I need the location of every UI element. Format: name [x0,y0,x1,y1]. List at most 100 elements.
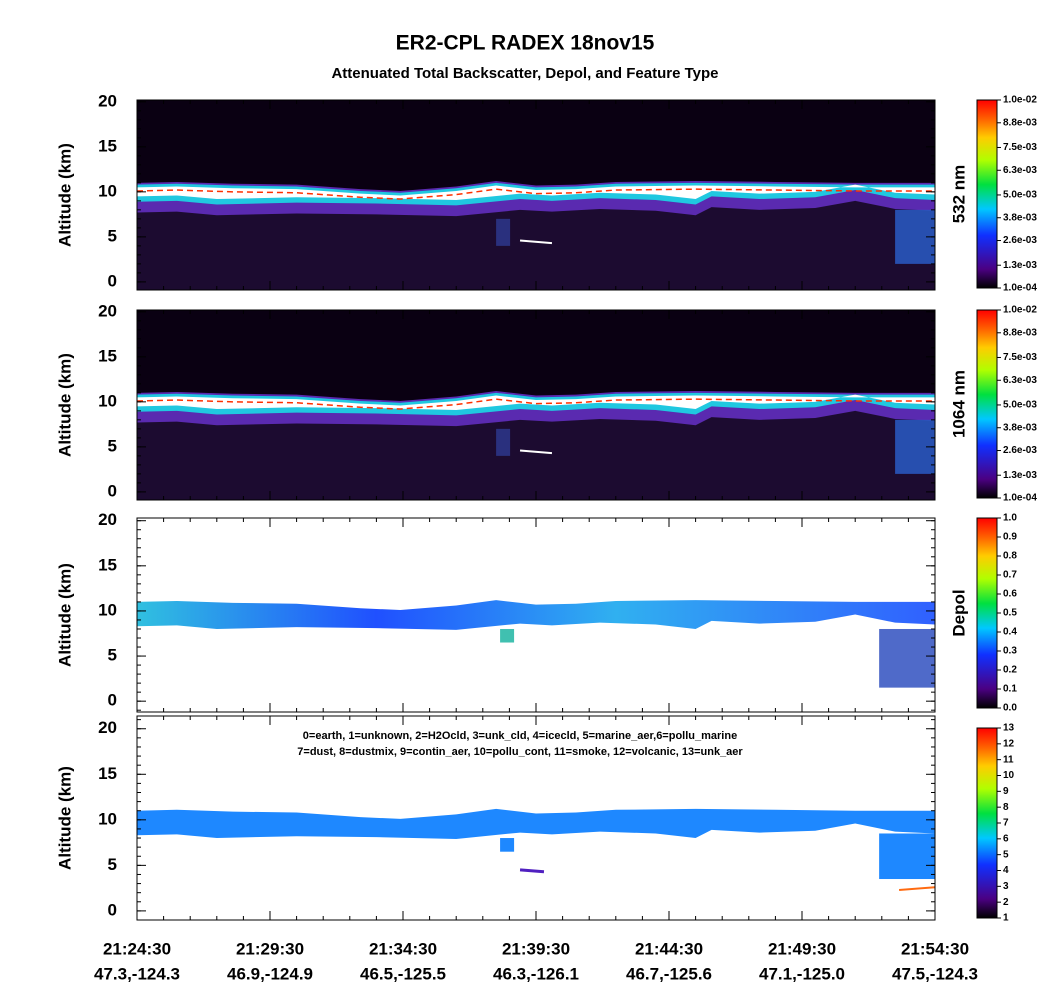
y-tick-label: 10 [98,181,117,200]
colorbar-tick-label: 0.7 [1003,570,1017,581]
x-tick-position: 46.9,-124.9 [227,964,313,983]
panel: 0 5 10 15 20 Altitude (km) 1.0e-04 1.3e-03 2.6e-… [55,301,1037,503]
aerosol [496,218,511,246]
y-tick-label: 20 [98,301,117,320]
colorbar-tick-label: 0.3 [1003,646,1017,657]
y-tick-label: 5 [108,226,117,245]
depol-layer [137,600,935,630]
y-tick-label: 20 [98,510,117,529]
y-tick-label: 0 [108,481,117,500]
colorbar-tick-label: 1.0e-04 [1003,283,1037,294]
aerosol-line [519,868,545,874]
title: ER2-CPL RADEX 18nov15 [396,32,655,55]
colorbar-tick-label: 0.9 [1003,532,1017,543]
y-axis-label: Altitude (km) [55,563,74,667]
y-tick-label: 15 [98,136,117,155]
colorbar-tick-label: 2.6e-03 [1003,235,1037,246]
depol-low [879,628,935,688]
y-tick-label: 5 [108,646,117,665]
colorbar-label: 532 nm [949,165,968,224]
cloud-red [136,398,935,410]
colorbar-tick-label: 3.8e-03 [1003,212,1037,223]
colorbar-tick-label: 5.0e-03 [1003,190,1037,201]
y-axis-label: Altitude (km) [55,143,74,247]
noise-layer [137,200,935,290]
colorbar-tick-label: 5 [1003,849,1009,860]
colorbar-tick-label: 8.8e-03 [1003,327,1037,338]
x-tick-position: 46.5,-125.5 [360,964,446,983]
y-tick-label: 0 [108,271,117,290]
panel: 0=earth, 1=unknown, 2=H2Ocld, 3=unk_cld,… [55,715,1015,924]
y-tick-label: 15 [98,555,117,574]
colorbar-tick-label: 1.3e-03 [1003,260,1037,271]
x-tick-label: 21:39:30 [502,939,570,958]
cloud-core [137,394,935,410]
y-tick-label: 0 [108,691,117,710]
colorbar-tick-label: 1.3e-03 [1003,470,1037,481]
x-tick-label: 21:44:30 [635,939,703,958]
feature-legend: 7=dust, 8=dustmix, 9=contin_aer, 10=poll… [297,746,743,758]
subtitle: Attenuated Total Backscatter, Depol, and… [331,65,718,82]
colorbar-tick-label: 1 [1003,913,1009,924]
colorbar-label: Depol [949,589,968,636]
colorbar [976,517,998,709]
depol-blob [500,628,515,643]
colorbar-label: 1064 nm [949,370,968,438]
feature-legend: 0=earth, 1=unknown, 2=H2Ocld, 3=unk_cld,… [303,730,737,742]
colorbar-tick-label: 8.8e-03 [1003,117,1037,128]
colorbar [976,99,998,289]
colorbar-tick-label: 13 [1003,723,1015,734]
x-tick-label: 21:54:30 [901,939,969,958]
colorbar-tick-label: 0.4 [1003,627,1017,638]
y-axis-label: Altitude (km) [55,766,74,870]
x-tick-position: 47.5,-124.3 [892,964,978,983]
colorbar-tick-label: 9 [1003,786,1009,797]
x-tick-label: 21:34:30 [369,939,437,958]
colorbar-tick-label: 0.1 [1003,684,1017,695]
x-tick-position: 46.3,-126.1 [493,964,579,983]
aerosol-line [519,449,553,455]
y-tick-label: 10 [98,809,117,828]
aerosol [496,428,511,456]
y-tick-label: 5 [108,436,117,455]
colorbar-tick-label: 2.6e-03 [1003,445,1037,456]
y-tick-label: 10 [98,600,117,619]
smoke [899,886,936,891]
colorbar [976,309,998,499]
x-tick-position: 47.1,-125.0 [759,964,845,983]
y-tick-label: 20 [98,718,117,737]
feature-blob [500,838,515,852]
panel: 0 5 10 15 20 Altitude (km) 0.0 0.1 0.2 0.3 0.4 0.5 0… [55,510,1017,713]
colorbar-tick-label: 5.0e-03 [1003,400,1037,411]
colorbar [976,727,998,919]
x-tick-position: 46.7,-125.6 [626,964,712,983]
colorbar-tick-label: 0.0 [1003,703,1017,714]
colorbar-tick-label: 0.2 [1003,665,1017,676]
panel: 0 5 10 15 20 Altitude (km) 1.0e-04 1.3e-03 2.6e-… [55,91,1037,293]
colorbar-tick-label: 6 [1003,833,1009,844]
x-tick-label: 21:24:30 [103,939,171,958]
colorbar-tick-label: 8 [1003,802,1009,813]
colorbar-tick-label: 1.0e-02 [1003,305,1037,316]
y-tick-label: 15 [98,764,117,783]
cloud-core [137,184,935,200]
y-tick-label: 5 [108,855,117,874]
colorbar-tick-label: 1.0 [1003,513,1017,524]
y-tick-label: 20 [98,91,117,110]
colorbar-tick-label: 6.3e-03 [1003,165,1037,176]
colorbar-tick-label: 1.0e-02 [1003,95,1037,106]
x-tick-label: 21:29:30 [236,939,304,958]
colorbar-tick-label: 0.8 [1003,551,1017,562]
y-tick-label: 15 [98,346,117,365]
x-tick-label: 21:49:30 [768,939,836,958]
colorbar-tick-label: 7 [1003,818,1009,829]
colorbar-tick-label: 11 [1003,754,1014,765]
noise-layer [137,410,935,500]
colorbar-tick-label: 6.3e-03 [1003,375,1037,386]
y-tick-label: 0 [108,900,117,919]
colorbar-tick-label: 0.6 [1003,589,1017,600]
colorbar-tick-label: 7.5e-03 [1003,142,1037,153]
colorbar-tick-label: 10 [1003,770,1015,781]
ice-cloud [137,808,935,839]
